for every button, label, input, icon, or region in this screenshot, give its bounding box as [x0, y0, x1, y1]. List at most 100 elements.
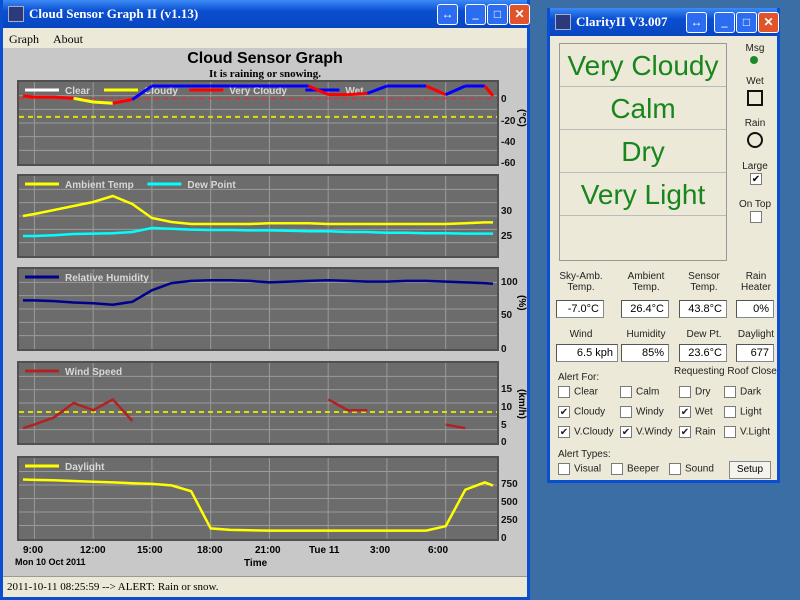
alert-type-sound[interactable]: Sound [669, 463, 714, 475]
sky-temp-segment [347, 91, 368, 97]
checkbox[interactable] [679, 386, 691, 398]
checkbox[interactable] [724, 406, 736, 418]
menu-bar: Graph About [3, 28, 527, 48]
alert-checkbox-vwindy[interactable]: ✔ V.Windy [620, 426, 672, 438]
reading-label: Daylight [737, 329, 775, 340]
alert-type-beeper[interactable]: Beeper [611, 463, 659, 475]
checkbox[interactable] [558, 386, 570, 398]
cloud-sensor-graph-window: Cloud Sensor Graph II (v1.13) ↔ _ □ ✕ Gr… [0, 0, 530, 600]
y-tick-label: 0 [501, 437, 507, 448]
checkbox[interactable] [724, 426, 736, 438]
time-axis-label: Time [244, 558, 268, 569]
date-label: Mon 10 Oct 2011 [15, 557, 86, 567]
title-bar[interactable]: ClarityII V3.007 ↔ _ □ ✕ [550, 8, 779, 36]
reading-label: Sensor Temp. [688, 271, 720, 293]
alert-checkbox-vcloudy[interactable]: ✔ V.Cloudy [558, 426, 614, 438]
menu-graph[interactable]: Graph [9, 32, 39, 46]
app-icon [555, 14, 571, 30]
y-tick-label: 25 [501, 231, 513, 242]
msg-label: Msg [745, 43, 765, 54]
legend-label: Very Cloudy [229, 86, 287, 97]
checkbox-label: Dry [695, 386, 711, 398]
checkbox[interactable] [558, 463, 570, 475]
large-checkbox[interactable]: ✔ [750, 173, 762, 185]
time-tick-label: 21:00 [255, 545, 281, 556]
sky-temp-segment [483, 85, 495, 97]
app-icon [8, 6, 24, 22]
reading-value: 677 [736, 344, 774, 362]
clarity-window: ClarityII V3.007 ↔ _ □ ✕ Very Cloudy Cal… [547, 8, 780, 483]
close-button[interactable]: ✕ [509, 4, 530, 25]
time-tick-label: 15:00 [137, 545, 163, 556]
time-tick-label: Tue 11 [309, 545, 340, 556]
alert-checkbox-windy[interactable]: Windy [620, 406, 664, 418]
y-tick-label: 5 [501, 420, 507, 431]
checkbox[interactable] [620, 406, 632, 418]
alert-checkbox-light[interactable]: Light [724, 406, 762, 418]
maximize-button[interactable]: □ [736, 12, 757, 33]
legend-label: Wind Speed [65, 367, 122, 378]
time-tick-label: 9:00 [23, 545, 44, 556]
y-tick-label: 100 [501, 277, 518, 288]
rain-condition: Dry [560, 130, 726, 173]
maximize-button[interactable]: □ [487, 4, 508, 25]
alert-for-label: Alert For: [558, 372, 600, 383]
legend-label: Cloudy [144, 86, 178, 97]
cloud-condition: Very Cloudy [560, 44, 726, 87]
reading-value: 0% [736, 300, 774, 318]
resize-button[interactable]: ↔ [437, 4, 458, 25]
setup-button[interactable]: Setup [729, 461, 771, 479]
checkbox[interactable]: ✔ [558, 426, 570, 438]
close-button[interactable]: ✕ [758, 12, 779, 33]
time-tick-label: 6:00 [428, 545, 449, 556]
checkbox[interactable] [611, 463, 623, 475]
alert-checkbox-cloudy[interactable]: ✔ Cloudy [558, 406, 605, 418]
checkbox[interactable]: ✔ [620, 426, 632, 438]
checkbox-label: Clear [574, 386, 598, 398]
checkbox-label: Calm [636, 386, 660, 398]
wind-condition: Calm [560, 87, 726, 130]
y-axis-unit: (%) [516, 295, 527, 311]
y-tick-label: 0 [501, 94, 507, 105]
graph-subtitle: It is raining or snowing. [209, 68, 321, 80]
checkbox[interactable] [669, 463, 681, 475]
checkbox-label: Rain [695, 426, 716, 438]
legend-label: Wet [345, 86, 364, 97]
daylight-line [22, 478, 494, 532]
checkbox-label: Visual [574, 463, 602, 475]
checkbox-label: Wet [695, 406, 713, 418]
title-bar[interactable]: Cloud Sensor Graph II (v1.13) ↔ _ □ ✕ [3, 0, 530, 28]
checkbox[interactable] [724, 386, 736, 398]
reading-value: 85% [621, 344, 669, 362]
alert-checkbox-vlight[interactable]: V.Light [724, 426, 770, 438]
reading-value: 6.5 kph [556, 344, 618, 362]
checkbox[interactable]: ✔ [679, 406, 691, 418]
alert-checkbox-wet[interactable]: ✔ Wet [679, 406, 713, 418]
checkbox[interactable] [620, 386, 632, 398]
minimize-button[interactable]: _ [714, 12, 735, 33]
alert-type-visual[interactable]: Visual [558, 463, 601, 475]
roof-close-label: Requesting Roof Close [674, 366, 777, 377]
alert-checkbox-dark[interactable]: Dark [724, 386, 761, 398]
y-tick-label: 0 [501, 533, 507, 544]
alert-checkbox-calm[interactable]: Calm [620, 386, 659, 398]
alert-checkbox-clear[interactable]: Clear [558, 386, 598, 398]
on-top-checkbox[interactable] [750, 211, 762, 223]
legend-label: Clear [65, 86, 90, 97]
menu-about[interactable]: About [53, 32, 83, 46]
temperature-chart: Ambient Temp Dew Point [17, 174, 499, 258]
alert-types-label: Alert Types: [558, 449, 611, 460]
resize-button[interactable]: ↔ [686, 12, 707, 33]
dew-point-line [23, 226, 493, 238]
alert-checkbox-dry[interactable]: Dry [679, 386, 711, 398]
y-tick-label: 15 [501, 384, 513, 395]
reading-value: 23.6°C [679, 344, 727, 362]
rain-label: Rain [744, 118, 766, 129]
alert-checkbox-rain[interactable]: ✔ Rain [679, 426, 716, 438]
reading-label: Sky-Amb. Temp. [559, 271, 603, 293]
checkbox[interactable]: ✔ [679, 426, 691, 438]
minimize-button[interactable]: _ [465, 4, 486, 25]
checkbox-label: V.Cloudy [574, 426, 614, 438]
sky-temp-segment [445, 84, 466, 97]
checkbox[interactable]: ✔ [558, 406, 570, 418]
